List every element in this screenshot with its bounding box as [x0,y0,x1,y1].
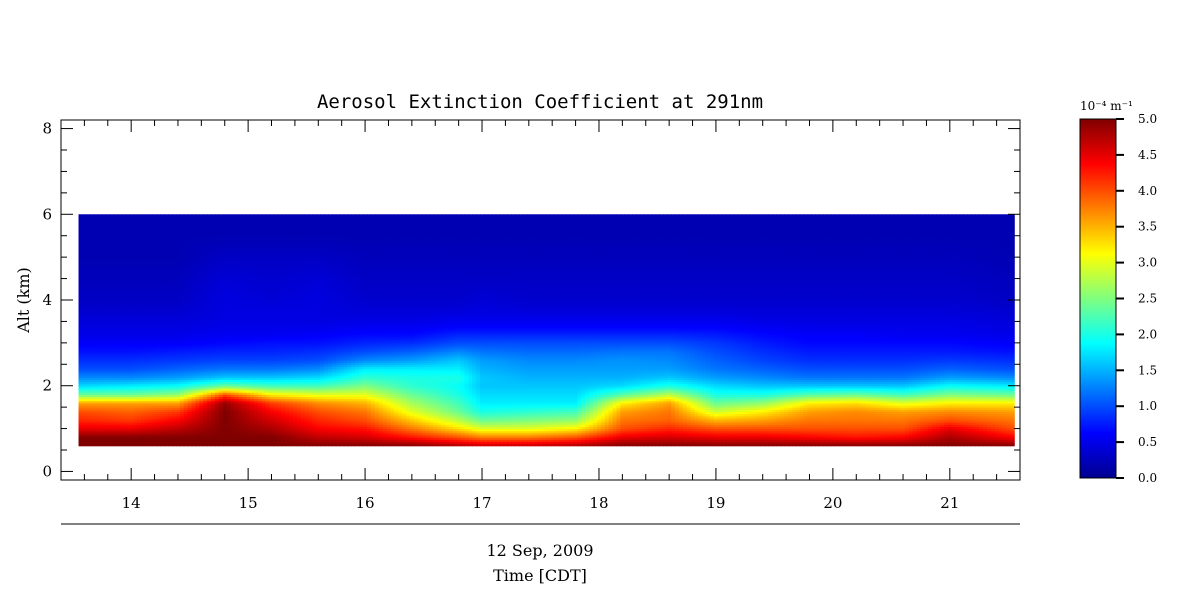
heatmap-cell [227,214,232,217]
heatmap-cell [215,214,220,217]
heatmap-cell [199,214,204,217]
heatmap-cell [172,214,177,217]
heatmap-cell [180,214,185,217]
heatmap-cell [121,214,126,217]
heatmap-cell [157,214,162,217]
heatmap-cell [114,214,119,217]
heatmap-cell [118,214,123,217]
heatmap-cell [234,214,239,217]
heatmap-cell [176,214,181,217]
chart-title: Aerosol Extinction Coefficient at 291nm [317,91,763,113]
heatmap-cell [102,214,107,217]
heatmap-cell [137,214,142,217]
heatmap-cell [86,214,91,217]
heatmap-cell [141,214,146,217]
heatmap-cell [90,214,95,217]
heatmap-cell [207,214,212,217]
heatmap-cell [184,214,189,217]
heatmap-cell [145,214,150,217]
heatmap-cell [98,214,103,217]
heatmap-cell [192,214,197,217]
heatmap-cell [231,214,236,217]
heatmap-cell [125,214,130,217]
heatmap-cell [223,214,228,217]
heatmap-cell [149,214,154,217]
heatmap-cell [203,214,208,217]
heatmap-cell [160,214,165,217]
heatmap-cell [242,214,247,217]
heatmap-cell [110,214,115,217]
heatmap-cell [195,214,200,217]
heatmap-cell [82,214,87,217]
heatmap-cell [94,214,99,217]
heatmap-cell [219,214,224,217]
heatmap [79,214,1015,446]
heatmap-cell [254,214,259,217]
heatmap-cell [133,214,138,217]
heatmap-cell [153,214,158,217]
heatmap-cell [238,214,243,217]
heatmap-cell [164,214,169,217]
heatmap-cell [168,214,173,217]
heatmap-cell [79,214,84,217]
heatmap-cell [129,214,134,217]
heatmap-cell [246,214,251,217]
heatmap-cell [106,214,111,217]
heatmap-cell [211,214,216,217]
heatmap-cell [250,214,255,217]
heatmap-cell [188,214,193,217]
